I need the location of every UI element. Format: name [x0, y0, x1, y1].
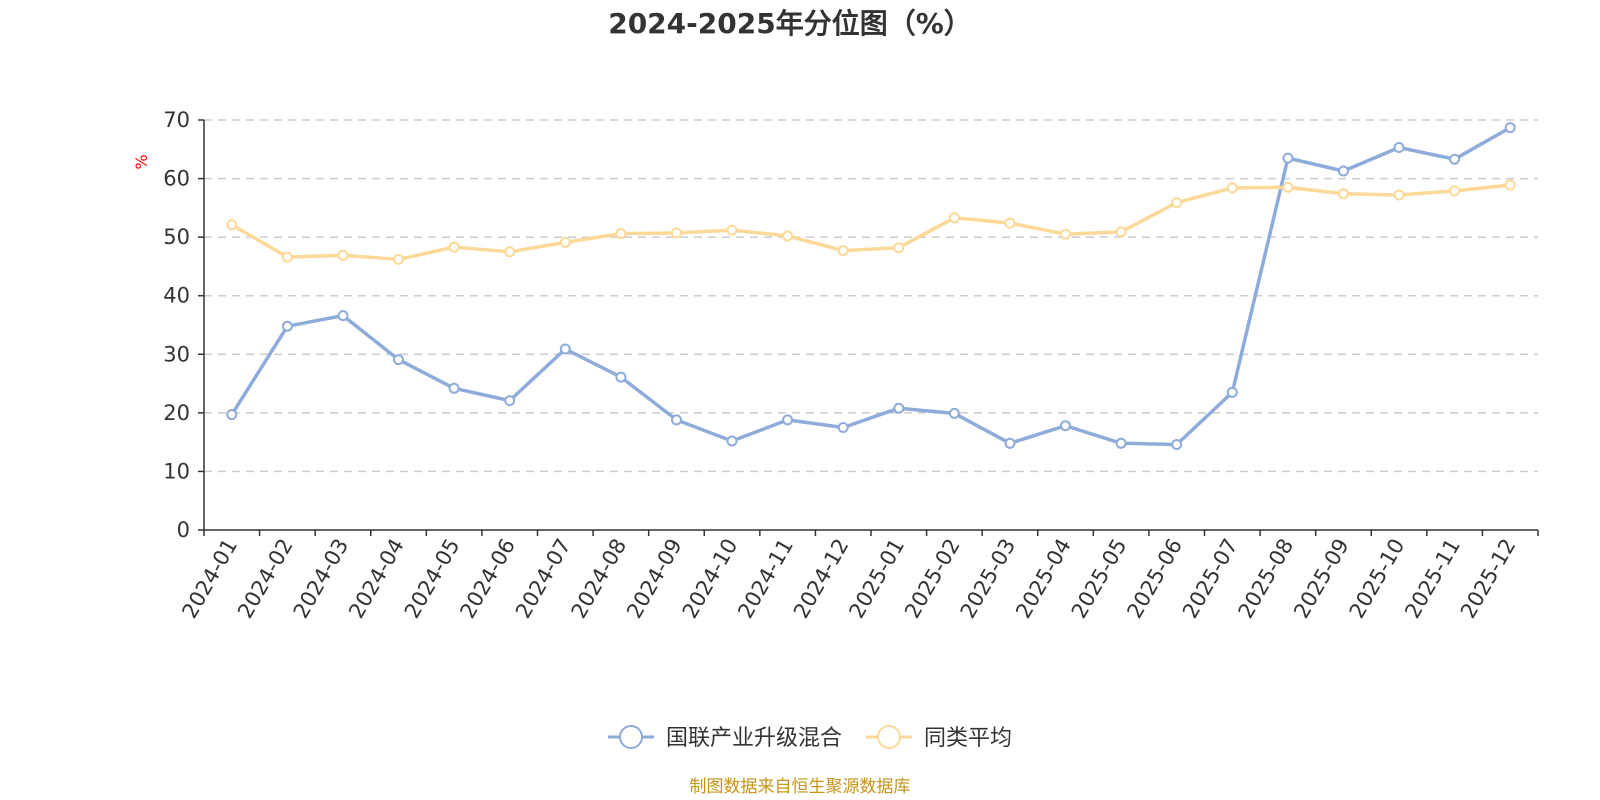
data-point[interactable]	[337, 249, 349, 261]
data-point[interactable]	[1338, 165, 1349, 177]
data-point[interactable]	[1115, 226, 1127, 238]
data-point[interactable]	[448, 241, 460, 253]
x-tick-label: 2024-09	[622, 535, 687, 623]
series-lines	[226, 122, 1516, 450]
grid-lines	[204, 119, 1538, 473]
data-point[interactable]	[1226, 182, 1238, 194]
x-tick-label: 2025-06	[1122, 535, 1187, 623]
y-tick-label: 50	[163, 225, 190, 249]
data-point[interactable]	[615, 371, 627, 383]
x-tick-label: 2024-02	[233, 535, 298, 623]
y-axis-unit-label: %	[132, 154, 151, 169]
data-point[interactable]	[1004, 217, 1016, 229]
x-tick-label: 2025-09	[1289, 535, 1354, 623]
x-tick-label: 2025-01	[844, 535, 909, 623]
data-point[interactable]	[1449, 153, 1461, 165]
data-point[interactable]	[782, 414, 794, 426]
data-point[interactable]	[726, 224, 738, 236]
data-point[interactable]	[671, 414, 682, 426]
data-point[interactable]	[504, 395, 516, 407]
data-point[interactable]	[1115, 437, 1127, 449]
data-point[interactable]	[1171, 197, 1183, 209]
data-point[interactable]	[559, 343, 571, 355]
data-point[interactable]	[1282, 181, 1294, 193]
data-point[interactable]	[337, 310, 349, 322]
data-point[interactable]	[1504, 179, 1516, 191]
series-line	[230, 125, 1512, 447]
data-point[interactable]	[948, 407, 960, 419]
y-tick-label: 60	[163, 167, 190, 191]
data-point[interactable]	[948, 212, 960, 224]
data-point[interactable]	[1338, 188, 1349, 200]
x-tick-label: 2024-11	[733, 535, 798, 623]
data-point[interactable]	[1004, 437, 1016, 449]
data-point[interactable]	[281, 320, 293, 332]
x-tick-label: 2025-04	[1011, 535, 1076, 623]
x-tick-label: 2025-12	[1456, 535, 1521, 623]
data-point[interactable]	[1171, 439, 1183, 450]
x-tick-label: 2025-08	[1234, 535, 1299, 623]
data-point[interactable]	[281, 251, 293, 263]
data-point[interactable]	[837, 245, 849, 257]
data-point[interactable]	[1393, 142, 1405, 153]
series-line	[230, 183, 1512, 262]
x-tick-label: 2024-07	[511, 535, 576, 623]
y-tick-label: 20	[163, 401, 190, 425]
data-point[interactable]	[893, 242, 905, 254]
series-2	[226, 179, 1516, 265]
data-point[interactable]	[559, 236, 571, 248]
y-tick-label: 10	[163, 459, 190, 483]
x-tick-label: 2025-07	[1178, 535, 1243, 623]
data-point[interactable]	[226, 409, 238, 421]
data-point[interactable]	[782, 230, 794, 242]
x-tick-label: 2025-10	[1345, 535, 1410, 623]
y-tick-label: 40	[163, 284, 190, 308]
legend-label: 国联产业升级混合	[666, 726, 842, 751]
series-1	[226, 122, 1516, 450]
data-point[interactable]	[1226, 386, 1238, 398]
x-tick-label: 2024-08	[567, 535, 632, 623]
data-point[interactable]	[1060, 228, 1071, 240]
y-tick-label: 70	[163, 108, 190, 132]
legend-label: 同类平均	[924, 726, 1012, 751]
data-point[interactable]	[615, 228, 627, 240]
data-point[interactable]	[1449, 185, 1461, 197]
x-tick-label: 2025-05	[1067, 535, 1132, 623]
x-tick-label: 2024-01	[177, 535, 242, 623]
x-tick-label: 2024-10	[678, 535, 743, 623]
x-tick-label: 2025-11	[1400, 535, 1465, 623]
data-point[interactable]	[837, 422, 849, 433]
data-point[interactable]	[726, 435, 738, 447]
y-tick-label: 0	[177, 518, 190, 542]
data-point[interactable]	[226, 219, 238, 231]
data-point[interactable]	[1393, 189, 1405, 201]
legend-circle-marker	[877, 725, 901, 749]
x-tick-label: 2024-04	[344, 535, 409, 623]
data-point[interactable]	[448, 382, 460, 394]
x-tick-label: 2024-05	[400, 535, 465, 623]
x-tick-label: 2025-03	[956, 535, 1021, 623]
legend-item-2[interactable]: 同类平均	[866, 725, 1012, 751]
chart-title: 2024-2025年分位图（%）	[608, 7, 972, 40]
x-tick-label: 2025-02	[900, 535, 965, 623]
data-source-note: 制图数据来自恒生聚源数据库	[690, 777, 911, 797]
data-point[interactable]	[671, 227, 682, 239]
data-point[interactable]	[393, 354, 404, 366]
legend-item-1[interactable]: 国联产业升级混合	[608, 725, 842, 751]
data-point[interactable]	[893, 402, 905, 414]
data-point[interactable]	[1060, 420, 1071, 432]
axes: 0102030405060702024-012024-022024-032024…	[163, 108, 1539, 623]
x-tick-label: 2024-12	[789, 535, 854, 623]
legend-circle-marker	[619, 725, 643, 749]
data-point[interactable]	[1282, 152, 1294, 164]
data-point[interactable]	[393, 253, 404, 265]
legend[interactable]: 国联产业升级混合 同类平均	[608, 725, 1012, 751]
data-point[interactable]	[1504, 122, 1516, 134]
x-tick-label: 2024-06	[455, 535, 520, 623]
x-tick-label: 2024-03	[289, 535, 354, 623]
y-tick-label: 30	[163, 342, 190, 366]
data-point[interactable]	[504, 246, 516, 258]
